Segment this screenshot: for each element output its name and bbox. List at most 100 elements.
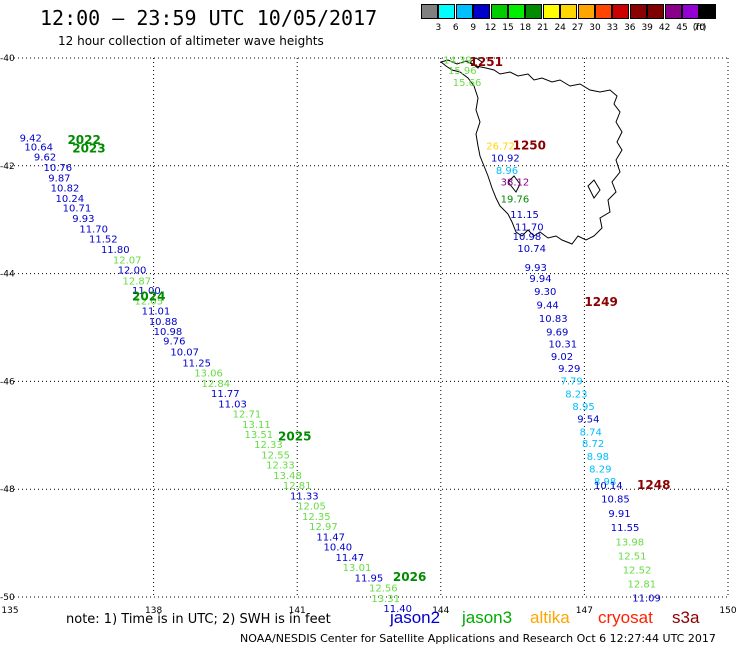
pass-number-label: 2024 [132,290,165,304]
colorbar-swatch [490,4,508,19]
colorbar-swatch [438,4,456,19]
tasmania-coastline [439,57,623,245]
wave-height-value: 11.70 [79,225,108,236]
wave-height-value: 15.96 [448,66,477,77]
wave-height-value: 10.98 [513,232,542,243]
credit-line: NOAA/NESDIS Center for Satellite Applica… [240,632,716,645]
colorbar-label: 24 [554,23,566,33]
wave-height-value: 7.79 [560,377,582,388]
y-tick-label: -40 [0,54,15,64]
colorbar-swatch [664,4,682,19]
colorbar-swatch [560,4,578,19]
map-subtitle: 12 hour collection of altimeter wave hei… [58,34,324,48]
wave-height-value: 26.72 [486,142,515,153]
wave-height-value: 12.71 [233,410,262,421]
pass-number-label: 2026 [393,570,426,584]
wave-height-value: 19.76 [501,194,530,205]
wave-height-value: 11.47 [335,553,364,564]
wave-height-value: 8.95 [572,402,594,413]
legend-altika: altika [530,608,570,627]
wave-height-value: 10.92 [491,153,520,164]
wave-height-value: 8.23 [565,390,587,401]
wave-height-value: 12.87 [122,276,151,287]
wave-height-value: 13.31 [371,594,400,605]
wave-height-value: 12.51 [618,551,647,562]
wave-height-value: 11.55 [611,523,640,534]
colorbar-label: 33 [606,23,619,33]
wave-height-value: 11.40 [383,604,412,615]
wave-height-value: 11.70 [515,222,544,233]
wave-height-value: 13.48 [273,471,302,482]
wave-height-value: 9.93 [72,214,94,225]
wave-height-value: 11.25 [182,358,211,369]
wave-height-value: 9.29 [558,364,580,375]
wave-height-value: 10.74 [517,244,546,255]
wave-height-value: 9.42 [20,134,42,145]
wave-height-value: 11.95 [355,573,384,584]
legend-s3a: s3a [672,608,700,627]
wave-height-value: 8.98 [594,477,616,488]
colorbar-swatch [542,4,560,19]
wave-height-value: 11.15 [510,210,539,221]
colorbar-swatch [629,4,647,19]
wave-height-value: 12.84 [201,379,230,390]
wave-height-value: 8.29 [589,464,611,475]
colorbar-swatch [612,4,630,19]
wave-height-value: 12.52 [623,565,652,576]
wave-height-value: 12.33 [266,461,295,472]
wave-height-value: 9.54 [577,414,599,425]
wave-height-value: 12.00 [118,266,147,277]
wave-height-value: 12.33 [254,440,283,451]
colorbar-swatch [595,4,612,19]
wave-height-value: 9.62 [34,152,56,163]
map-title: 12:00 — 23:59 UTC 10/05/2017 [40,6,378,30]
wave-height-value: 9.30 [534,287,556,298]
wave-height-value: 10.98 [154,327,183,338]
pass-number-label: 1250 [513,139,546,153]
colorbar-label: 42 [658,23,671,33]
wave-height-value: 13.51 [245,430,274,441]
y-tick-label: -44 [0,270,15,280]
colorbar-label: 39 [641,23,653,33]
colorbar-swatch [699,4,717,19]
colorbar-swatch [473,4,491,19]
wave-height-value: 9.91 [608,509,630,520]
wave-height-value: 15.66 [453,78,482,89]
legend-cryosat: cryosat [598,608,653,627]
legend-jason2: jason2 [390,608,441,627]
wave-height-value: 13.98 [616,537,645,548]
pass-number-label: 1248 [637,478,670,492]
wave-height-value: 9.76 [163,337,185,348]
wave-height-value: 12.07 [113,255,142,266]
wave-height-value: 10.31 [549,339,578,350]
wave-height-value: 8.72 [582,439,604,450]
pass-number-label: 2022 [67,133,100,147]
pass-number-label: 2023 [72,141,105,155]
colorbar-label: 18 [519,23,532,33]
colorbar-swatch [525,4,543,19]
colorbar-swatch [682,4,699,19]
pass-number-label: 1251 [470,55,503,69]
wave-height-value: 10.64 [24,143,53,154]
wave-height-value: 10.07 [170,348,199,359]
wave-height-value: 12.56 [369,584,398,595]
legend-jason3: jason3 [462,608,513,627]
wave-height-value: 13.01 [343,563,372,574]
wave-height-value: 12.05 [297,502,326,513]
x-tick-label: 135 [1,606,18,616]
wave-height-value: 12.81 [283,481,312,492]
colorbar-unit: (ft) [692,23,707,33]
y-tick-label: -46 [0,377,15,387]
wave-height-value: 10.83 [539,314,568,325]
wave-height-value: 11.33 [290,491,319,502]
colorbar-label: 3 [435,23,442,33]
wave-height-value: 9.94 [529,274,551,285]
y-tick-label: -42 [0,162,15,172]
wave-height-value: 12.55 [261,450,290,461]
x-tick-label: 150 [719,606,736,616]
wave-height-value: 11.80 [101,245,130,256]
wave-height-value: 12.35 [302,512,331,523]
wave-height-value: 10.82 [51,184,80,195]
